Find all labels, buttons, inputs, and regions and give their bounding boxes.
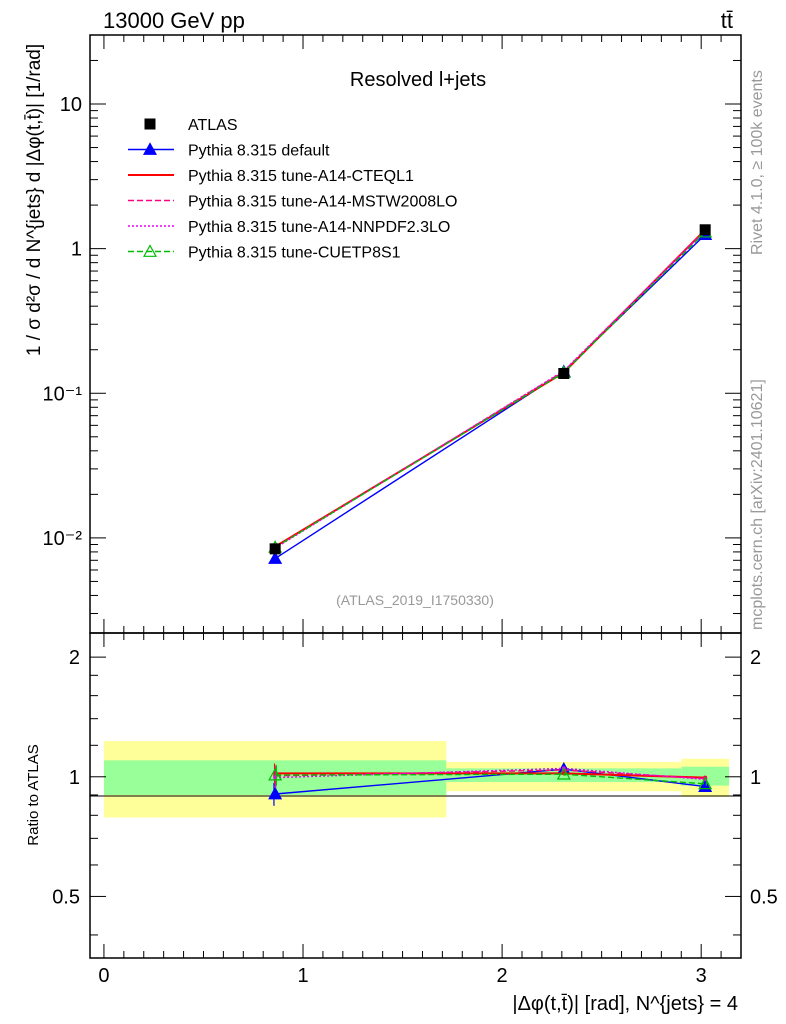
ratio-series-line-4: [275, 773, 706, 785]
ratio-y-tick-label-right: 0.5: [750, 886, 778, 908]
legend-label-1: Pythia 8.315 tune-A14-CTEQL1: [188, 168, 414, 185]
ratio-axes: 0 1 2 3 0.5 0.5 1 1 2 2: [52, 633, 778, 987]
chart-title: Resolved l+jets: [350, 69, 486, 91]
legend-atlas-marker: [144, 118, 156, 130]
atlas-data-point: [699, 224, 711, 236]
legend-label-2: Pythia 8.315 tune-A14-MSTW2008LO: [188, 194, 457, 211]
legend-marker-4: [142, 244, 158, 257]
ratio-y-tick-label: 2: [69, 647, 80, 669]
main-y-axis-label: 1 / σ d²σ / d N^{jets} d |Δφ(t,t̄)| [1/r…: [24, 44, 45, 356]
ratio-y-tick-label: 1: [69, 767, 80, 789]
legend-label-4: Pythia 8.315 tune-CUETP8S1: [188, 245, 401, 262]
atlas-data-point: [269, 543, 281, 555]
ratio-y-tick-label: 0.5: [52, 886, 80, 908]
x-tick-label: 2: [497, 965, 508, 987]
energy-label: 13000 GeV pp: [103, 8, 245, 33]
main-series-line-4: [274, 231, 706, 548]
ratio-series-marker-4: [698, 776, 713, 790]
ratio-series-marker-0: [268, 786, 283, 800]
x-tick-label: 3: [696, 965, 707, 987]
main-series-marker-0: [268, 551, 283, 564]
legend-marker-0: [142, 142, 158, 155]
main-y-tick-label: 1: [71, 239, 82, 261]
analysis-watermark: (ATLAS_2019_I1750330): [336, 592, 494, 608]
main-panel: 10⁻² 10⁻¹ 1 10 Resolved l+jets (ATLAS_2019_…: [24, 34, 742, 634]
main-series-line-3: [274, 230, 706, 549]
ratio-series-marker-4: [556, 766, 571, 780]
main-series-line-1: [274, 229, 706, 548]
main-series-line-2: [274, 229, 706, 548]
main-y-tick-label: 10⁻²: [43, 528, 83, 550]
legend-atlas-label: ATLAS: [188, 117, 238, 134]
rivet-label: Rivet 4.1.0, ≥ 100k events: [749, 70, 766, 255]
x-axis-label: |Δφ(t,t̄)| [rad], N^{jets} = 4: [512, 993, 738, 1015]
process-label: tt̄: [721, 8, 733, 33]
atlas-data-point: [558, 367, 570, 379]
x-tick-label: 1: [297, 965, 308, 987]
legend-label-0: Pythia 8.315 default: [188, 143, 330, 160]
ratio-data-layer: [268, 761, 713, 806]
main-data-layer: [268, 224, 713, 564]
mcplots-label: mcplots.cern.ch [arXiv:2401.10621]: [749, 379, 766, 630]
legend: ATLAS Pythia 8.315 default Pythia 8.315 tu…: [128, 117, 457, 262]
ratio-y-axis-label: Ratio to ATLAS: [25, 744, 42, 845]
x-tick-label: 0: [98, 965, 109, 987]
legend-label-3: Pythia 8.315 tune-A14-NNPDF2.3LO: [188, 219, 450, 236]
ratio-y-tick-label-right: 2: [750, 647, 761, 669]
main-y-tick-label: 10: [60, 94, 82, 116]
ratio-panel: 0 1 2 3 0.5 0.5 1 1 2 2 Ratio to ATLAS |Δφ(t,t̄)|…: [25, 632, 778, 1015]
main-series-line-0: [274, 234, 706, 560]
ratio-frame: [89, 632, 742, 959]
main-axes: 10⁻² 10⁻¹ 1 10: [43, 34, 741, 633]
ratio-series-marker-4: [268, 767, 283, 781]
main-y-tick-label: 10⁻¹: [43, 383, 83, 405]
ratio-y-tick-label-right: 1: [750, 767, 761, 789]
